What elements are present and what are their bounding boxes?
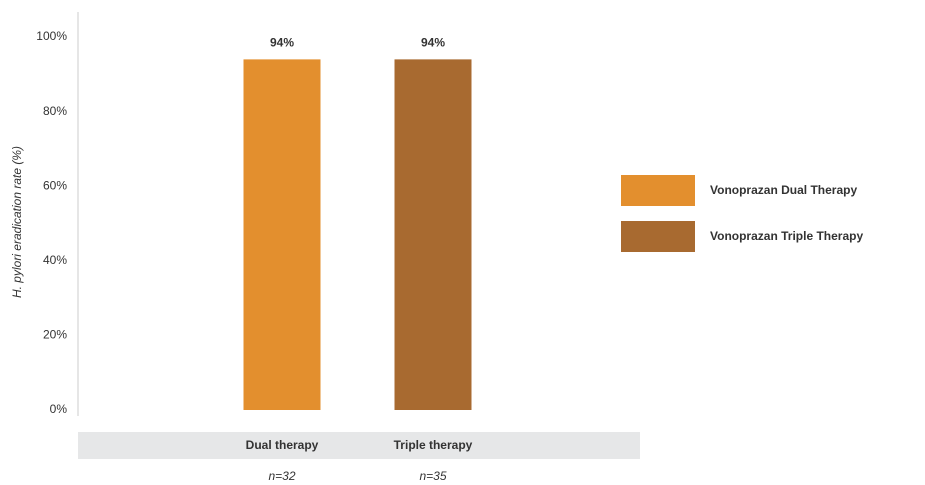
y-tick-label: 100% (36, 29, 67, 43)
category-band (78, 432, 640, 459)
value-label: 94% (270, 36, 294, 50)
x-tick-label: Dual therapy (246, 438, 319, 452)
legend-label: Vonoprazan Dual Therapy (710, 183, 857, 197)
bar (243, 59, 321, 410)
category-note: n=35 (419, 469, 446, 483)
legend-swatch (621, 221, 695, 252)
y-tick-label: 0% (50, 402, 68, 416)
legend-label: Vonoprazan Triple Therapy (710, 229, 863, 243)
y-tick-label: 40% (43, 253, 67, 267)
category-note: n=32 (268, 469, 295, 483)
bar (394, 59, 472, 410)
y-axis-label: H. pylori eradication rate (%) (10, 146, 24, 298)
y-tick-label: 80% (43, 104, 67, 118)
value-label: 94% (421, 36, 445, 50)
x-tick-label: Triple therapy (394, 438, 473, 452)
y-tick-label: 20% (43, 328, 67, 342)
y-tick-label: 60% (43, 178, 67, 192)
legend-swatch (621, 175, 695, 206)
